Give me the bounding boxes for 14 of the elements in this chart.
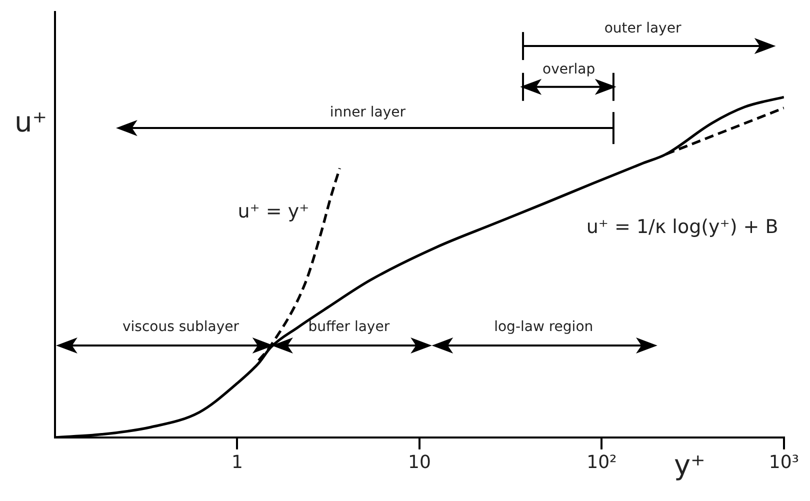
annotation: u⁺ = 1/κ log(y⁺) + B [586, 216, 778, 238]
annotation: buffer layer [308, 318, 390, 335]
x-tick-label: 10³ [768, 452, 799, 473]
x-axis-title: y⁺ [674, 448, 706, 482]
x-tick-label: 10 [408, 452, 431, 473]
annotation: u⁺ = y⁺ [238, 200, 310, 223]
annotation: log-law region [494, 318, 594, 335]
text: outer layer [604, 20, 682, 37]
y-axis-title: u⁺ [14, 106, 47, 139]
annotation: inner layer [330, 104, 406, 121]
x-tick-label: 1 [232, 452, 243, 473]
text: overlap [542, 61, 596, 78]
annotation: viscous sublayer [122, 318, 240, 335]
x-tick-label: 10² [586, 452, 617, 473]
